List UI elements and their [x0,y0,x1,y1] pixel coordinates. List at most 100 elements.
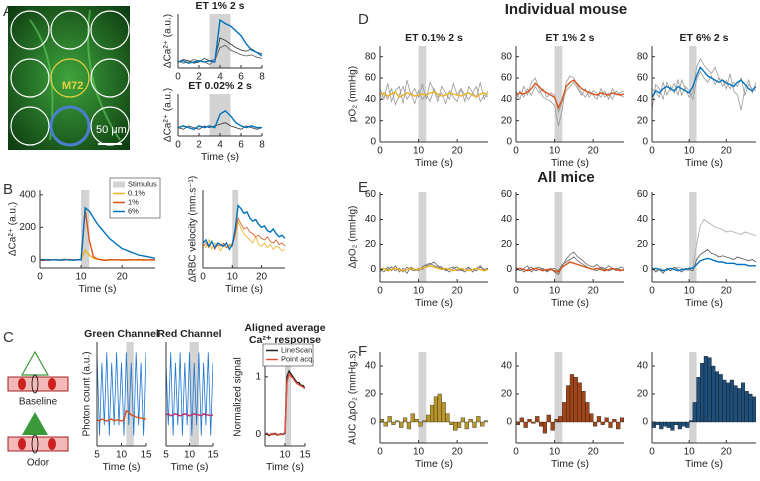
bar [688,420,694,423]
y-axis-label: ΔCa²⁺ (a.u.) [163,88,174,142]
legend-label: LineScan [281,345,312,354]
series-line [380,79,488,104]
chart-title: ET 6% 2 s [679,32,728,44]
bar [542,421,548,434]
x-tick-label: 20 [256,272,268,283]
bar [464,421,469,430]
y-tick-label: 0 [370,137,376,148]
y-tick-label: 20 [501,389,513,400]
legend-swatch [113,181,125,188]
bar [692,402,697,423]
y-tick-label: 0 [642,264,648,275]
y-tick-label: 0 [642,137,648,148]
y-tick-label: 40 [365,94,377,105]
x-tick-label: 20 [588,447,600,458]
stimulus-band [689,192,697,282]
bar [569,374,575,423]
plot-series [97,352,146,436]
x-axis-label: Time (s) [102,461,140,473]
stimulus-band [689,352,697,443]
bar [565,385,571,423]
bar [562,402,567,423]
y-tick-label: 1 [255,371,261,382]
chart-title: Aligned average [244,322,325,334]
x-tick-label: 10 [116,450,128,461]
series-line [40,206,155,261]
series-line [178,44,262,65]
x-tick-label: 10 [413,447,425,458]
x-tick-label: 0 [649,286,655,297]
x-tick-label: 0 [377,286,383,297]
series-line [97,352,146,436]
chart-title: Ca²⁺ response [249,334,321,346]
y-tick-label: 60 [365,189,377,200]
x-tick-label: 0 [513,447,519,458]
y-tick-label: 20 [365,115,377,126]
x-tick-label: 0 [200,272,206,283]
bar [585,402,590,423]
series-line [516,81,624,114]
x-tick-label: 6 [238,72,244,83]
y-tick-label: 20 [501,115,513,126]
stimulus-band [189,342,199,446]
x-tick-label: 10 [279,450,291,461]
bar [573,377,578,423]
bar [612,419,617,423]
bar [456,421,462,428]
x-tick-label: 8 [259,72,265,83]
legend-label: Point acq. [281,354,314,363]
bar [538,421,544,427]
y-tick-label: 40 [637,361,649,372]
y-tick-label: 20 [365,389,377,400]
y-axis-label: ΔRBC velocity (mm.s⁻¹) [188,176,199,282]
x-tick-label: 8 [259,140,265,151]
bar [696,377,701,423]
bar [445,413,450,423]
bar [554,419,559,423]
y-tick-label: 40 [365,361,377,372]
roi-label: M72 [62,80,83,92]
bar [468,419,473,423]
x-tick-label: 20 [588,286,600,297]
x-tick-label: 10 [549,286,561,297]
legend-label: 0.1% [128,188,145,197]
x-tick-label: 20 [452,146,464,157]
bar [748,393,753,423]
x-tick-label: 0 [377,146,383,157]
series-line [380,265,488,272]
x-tick-label: 10 [684,146,696,157]
x-tick-label: 20 [452,447,464,458]
x-axis-label: Time (s) [415,297,453,309]
bar [589,413,594,423]
scale-label: 50 μm [96,124,127,136]
bar [726,382,731,423]
x-tick-label: 20 [452,286,464,297]
bar [523,421,528,428]
series-line [516,79,624,110]
x-tick-label: 10 [413,286,425,297]
x-tick-label: 15 [207,450,219,461]
bar [744,391,749,423]
panel-label: F [358,343,367,360]
x-tick-label: 5 [94,450,100,461]
stimulus-band [554,46,563,142]
bar [681,421,686,427]
x-tick-label: 20 [721,286,733,297]
series-line [203,216,285,251]
bar [472,421,477,428]
vessel-diagram [7,350,69,454]
bar [387,416,392,423]
microscope-image [8,6,130,150]
series-line [166,412,213,417]
bar [531,421,536,424]
y-tick-label: 20 [637,115,649,126]
bar [426,414,431,423]
series-line [652,248,756,274]
plot-series [178,18,262,65]
x-tick-label: 10 [684,447,696,458]
stimulus-band [209,14,231,68]
heading: All mice [537,169,595,186]
y-tick-label: 40 [501,94,513,105]
legend-label: 6% [128,206,139,215]
y-axis-label: ΔCa²⁺ (a.u.) [8,202,19,256]
